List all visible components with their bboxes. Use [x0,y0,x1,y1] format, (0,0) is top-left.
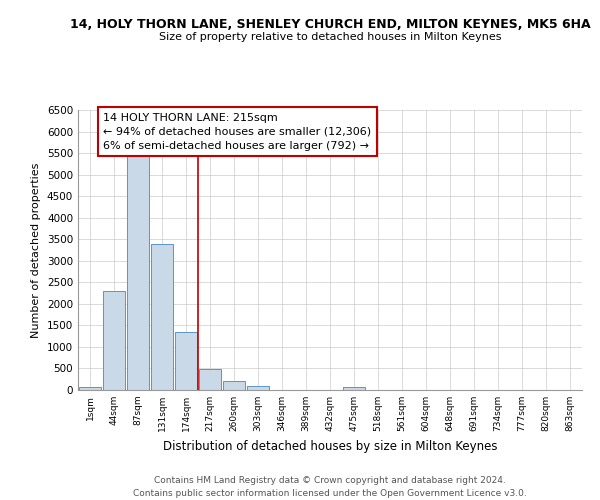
X-axis label: Distribution of detached houses by size in Milton Keynes: Distribution of detached houses by size … [163,440,497,452]
Text: 14, HOLY THORN LANE, SHENLEY CHURCH END, MILTON KEYNES, MK5 6HA: 14, HOLY THORN LANE, SHENLEY CHURCH END,… [70,18,590,30]
Bar [175,332,197,390]
Bar [223,382,245,390]
Bar [127,155,149,390]
Bar [247,386,269,390]
Text: 14 HOLY THORN LANE: 215sqm
← 94% of detached houses are smaller (12,306)
6% of s: 14 HOLY THORN LANE: 215sqm ← 94% of deta… [103,113,371,151]
Text: Contains HM Land Registry data © Crown copyright and database right 2024.
Contai: Contains HM Land Registry data © Crown c… [133,476,527,498]
Bar [151,244,173,390]
Text: Size of property relative to detached houses in Milton Keynes: Size of property relative to detached ho… [159,32,501,42]
Bar [79,387,101,390]
Bar [343,388,365,390]
Bar [199,369,221,390]
Bar [103,291,125,390]
Y-axis label: Number of detached properties: Number of detached properties [31,162,41,338]
